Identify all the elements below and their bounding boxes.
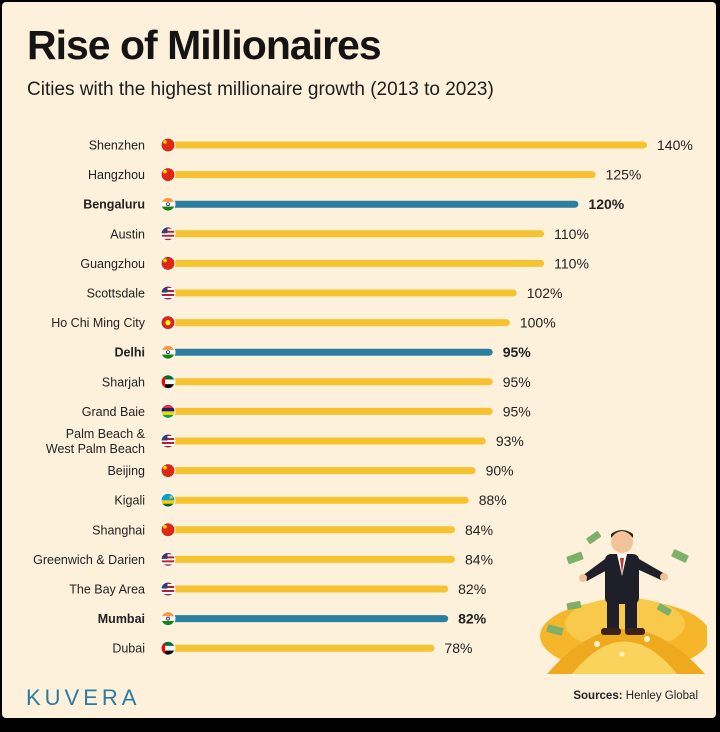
bar-row: Scottsdale 102% bbox=[87, 285, 563, 301]
page-subtitle: Cities with the highest millionaire grow… bbox=[27, 79, 494, 100]
uae-flag-icon bbox=[160, 640, 176, 656]
category-label: Mumbai bbox=[98, 612, 145, 626]
bar-row: Mumbai 82% bbox=[98, 611, 487, 627]
bar bbox=[167, 230, 545, 238]
category-label: Beijing bbox=[107, 464, 145, 478]
bar bbox=[167, 615, 449, 623]
bar-row: Dubai 78% bbox=[112, 640, 472, 656]
bar bbox=[167, 319, 510, 327]
source-value: Henley Global bbox=[625, 690, 698, 702]
category-label: Palm Beach & West Palm Beach bbox=[46, 427, 146, 456]
value-label: 95% bbox=[503, 403, 531, 419]
value-label: 82% bbox=[458, 581, 486, 597]
value-label: 140% bbox=[657, 137, 693, 153]
category-label: Shenzhen bbox=[89, 139, 145, 153]
category-label: Delhi bbox=[114, 346, 145, 360]
china-flag-icon bbox=[160, 463, 176, 479]
category-label: Bengaluru bbox=[83, 198, 145, 212]
category-label: Ho Chi Ming City bbox=[51, 316, 146, 330]
bar-row: Kigali 88% bbox=[114, 492, 506, 508]
value-label: 90% bbox=[486, 463, 514, 479]
category-label: Scottsdale bbox=[87, 287, 145, 301]
bar bbox=[167, 378, 493, 386]
bar bbox=[167, 200, 579, 208]
bar-row: Sharjah 95% bbox=[102, 374, 531, 390]
usa-flag-icon bbox=[160, 226, 176, 242]
bar bbox=[167, 141, 647, 149]
bar-row: Shanghai 84% bbox=[92, 522, 493, 538]
value-label: 95% bbox=[503, 344, 532, 360]
category-label: The Bay Area bbox=[69, 583, 145, 597]
category-label: Sharjah bbox=[102, 375, 145, 389]
bar-row: Greenwich & Darien 84% bbox=[33, 551, 493, 567]
bar-row: Guangzhou 110% bbox=[80, 255, 589, 271]
category-label: Austin bbox=[110, 227, 145, 241]
uae-flag-icon bbox=[160, 374, 176, 390]
bar-row: The Bay Area 82% bbox=[69, 581, 486, 597]
value-label: 84% bbox=[465, 551, 493, 567]
bar bbox=[167, 437, 486, 445]
category-label: Kigali bbox=[114, 494, 145, 508]
bar-row: Austin 110% bbox=[110, 226, 589, 242]
category-label: Greenwich & Darien bbox=[33, 553, 145, 567]
source-note: Sources: Henley Global bbox=[573, 690, 698, 702]
bar-row: Hangzhou 125% bbox=[88, 167, 641, 183]
india-flag-icon bbox=[160, 344, 176, 360]
millionaire-on-gold-pile-illustration bbox=[540, 530, 707, 674]
category-label: Dubai bbox=[112, 642, 145, 656]
source-label: Sources: bbox=[573, 690, 623, 702]
india-flag-icon bbox=[160, 196, 176, 212]
rwanda-flag-icon bbox=[160, 492, 176, 508]
india-flag-icon bbox=[160, 611, 176, 627]
china-flag-icon bbox=[160, 137, 176, 153]
bar-row: Palm Beach & West Palm Beach 93% bbox=[46, 427, 524, 456]
bar-row: Shenzhen 140% bbox=[89, 137, 693, 153]
bar-chart: Shenzhen 140% Hangzhou 125% Bengaluru 120% Aus… bbox=[33, 137, 693, 656]
bar bbox=[167, 555, 455, 563]
category-label: Shanghai bbox=[92, 523, 145, 537]
usa-flag-icon bbox=[160, 285, 176, 301]
value-label: 100% bbox=[520, 315, 556, 331]
usa-flag-icon bbox=[160, 551, 176, 567]
value-label: 120% bbox=[588, 196, 624, 212]
bar bbox=[167, 348, 493, 356]
value-label: 95% bbox=[503, 374, 531, 390]
value-label: 78% bbox=[444, 640, 472, 656]
bar bbox=[167, 585, 449, 593]
value-label: 110% bbox=[554, 226, 589, 242]
infographic: Rise of Millionaires Cities with the hig… bbox=[2, 2, 716, 718]
page-title: Rise of Millionaires bbox=[27, 22, 382, 68]
value-label: 82% bbox=[458, 611, 487, 627]
bar bbox=[167, 259, 545, 267]
mauritius-flag-icon bbox=[160, 403, 176, 419]
china-flag-icon bbox=[160, 255, 176, 271]
bar bbox=[167, 467, 476, 475]
value-label: 102% bbox=[527, 285, 563, 301]
value-label: 84% bbox=[465, 522, 493, 538]
value-label: 110% bbox=[554, 255, 589, 271]
bar bbox=[167, 526, 455, 534]
bar-row: Bengaluru 120% bbox=[83, 196, 625, 212]
vietnam-flag-icon bbox=[160, 315, 176, 331]
bar-row: Delhi 95% bbox=[114, 344, 531, 360]
category-label: Grand Baie bbox=[82, 405, 145, 419]
value-label: 88% bbox=[479, 492, 507, 508]
bar bbox=[167, 407, 493, 415]
bar bbox=[167, 496, 469, 504]
value-label: 93% bbox=[496, 433, 524, 449]
china-flag-icon bbox=[160, 167, 176, 183]
bar-row: Beijing 90% bbox=[107, 463, 513, 479]
category-label: Guangzhou bbox=[80, 257, 145, 271]
bar bbox=[167, 171, 596, 179]
bar bbox=[167, 644, 435, 652]
category-label: Hangzhou bbox=[88, 168, 145, 182]
value-label: 125% bbox=[606, 167, 642, 183]
bar bbox=[167, 289, 517, 297]
usa-flag-icon bbox=[160, 581, 176, 597]
usa-flag-icon bbox=[160, 433, 176, 449]
china-flag-icon bbox=[160, 522, 176, 538]
bar-row: Grand Baie 95% bbox=[82, 403, 531, 419]
brand-logo: KUVERA bbox=[26, 685, 141, 710]
bar-row: Ho Chi Ming City 100% bbox=[51, 315, 555, 331]
